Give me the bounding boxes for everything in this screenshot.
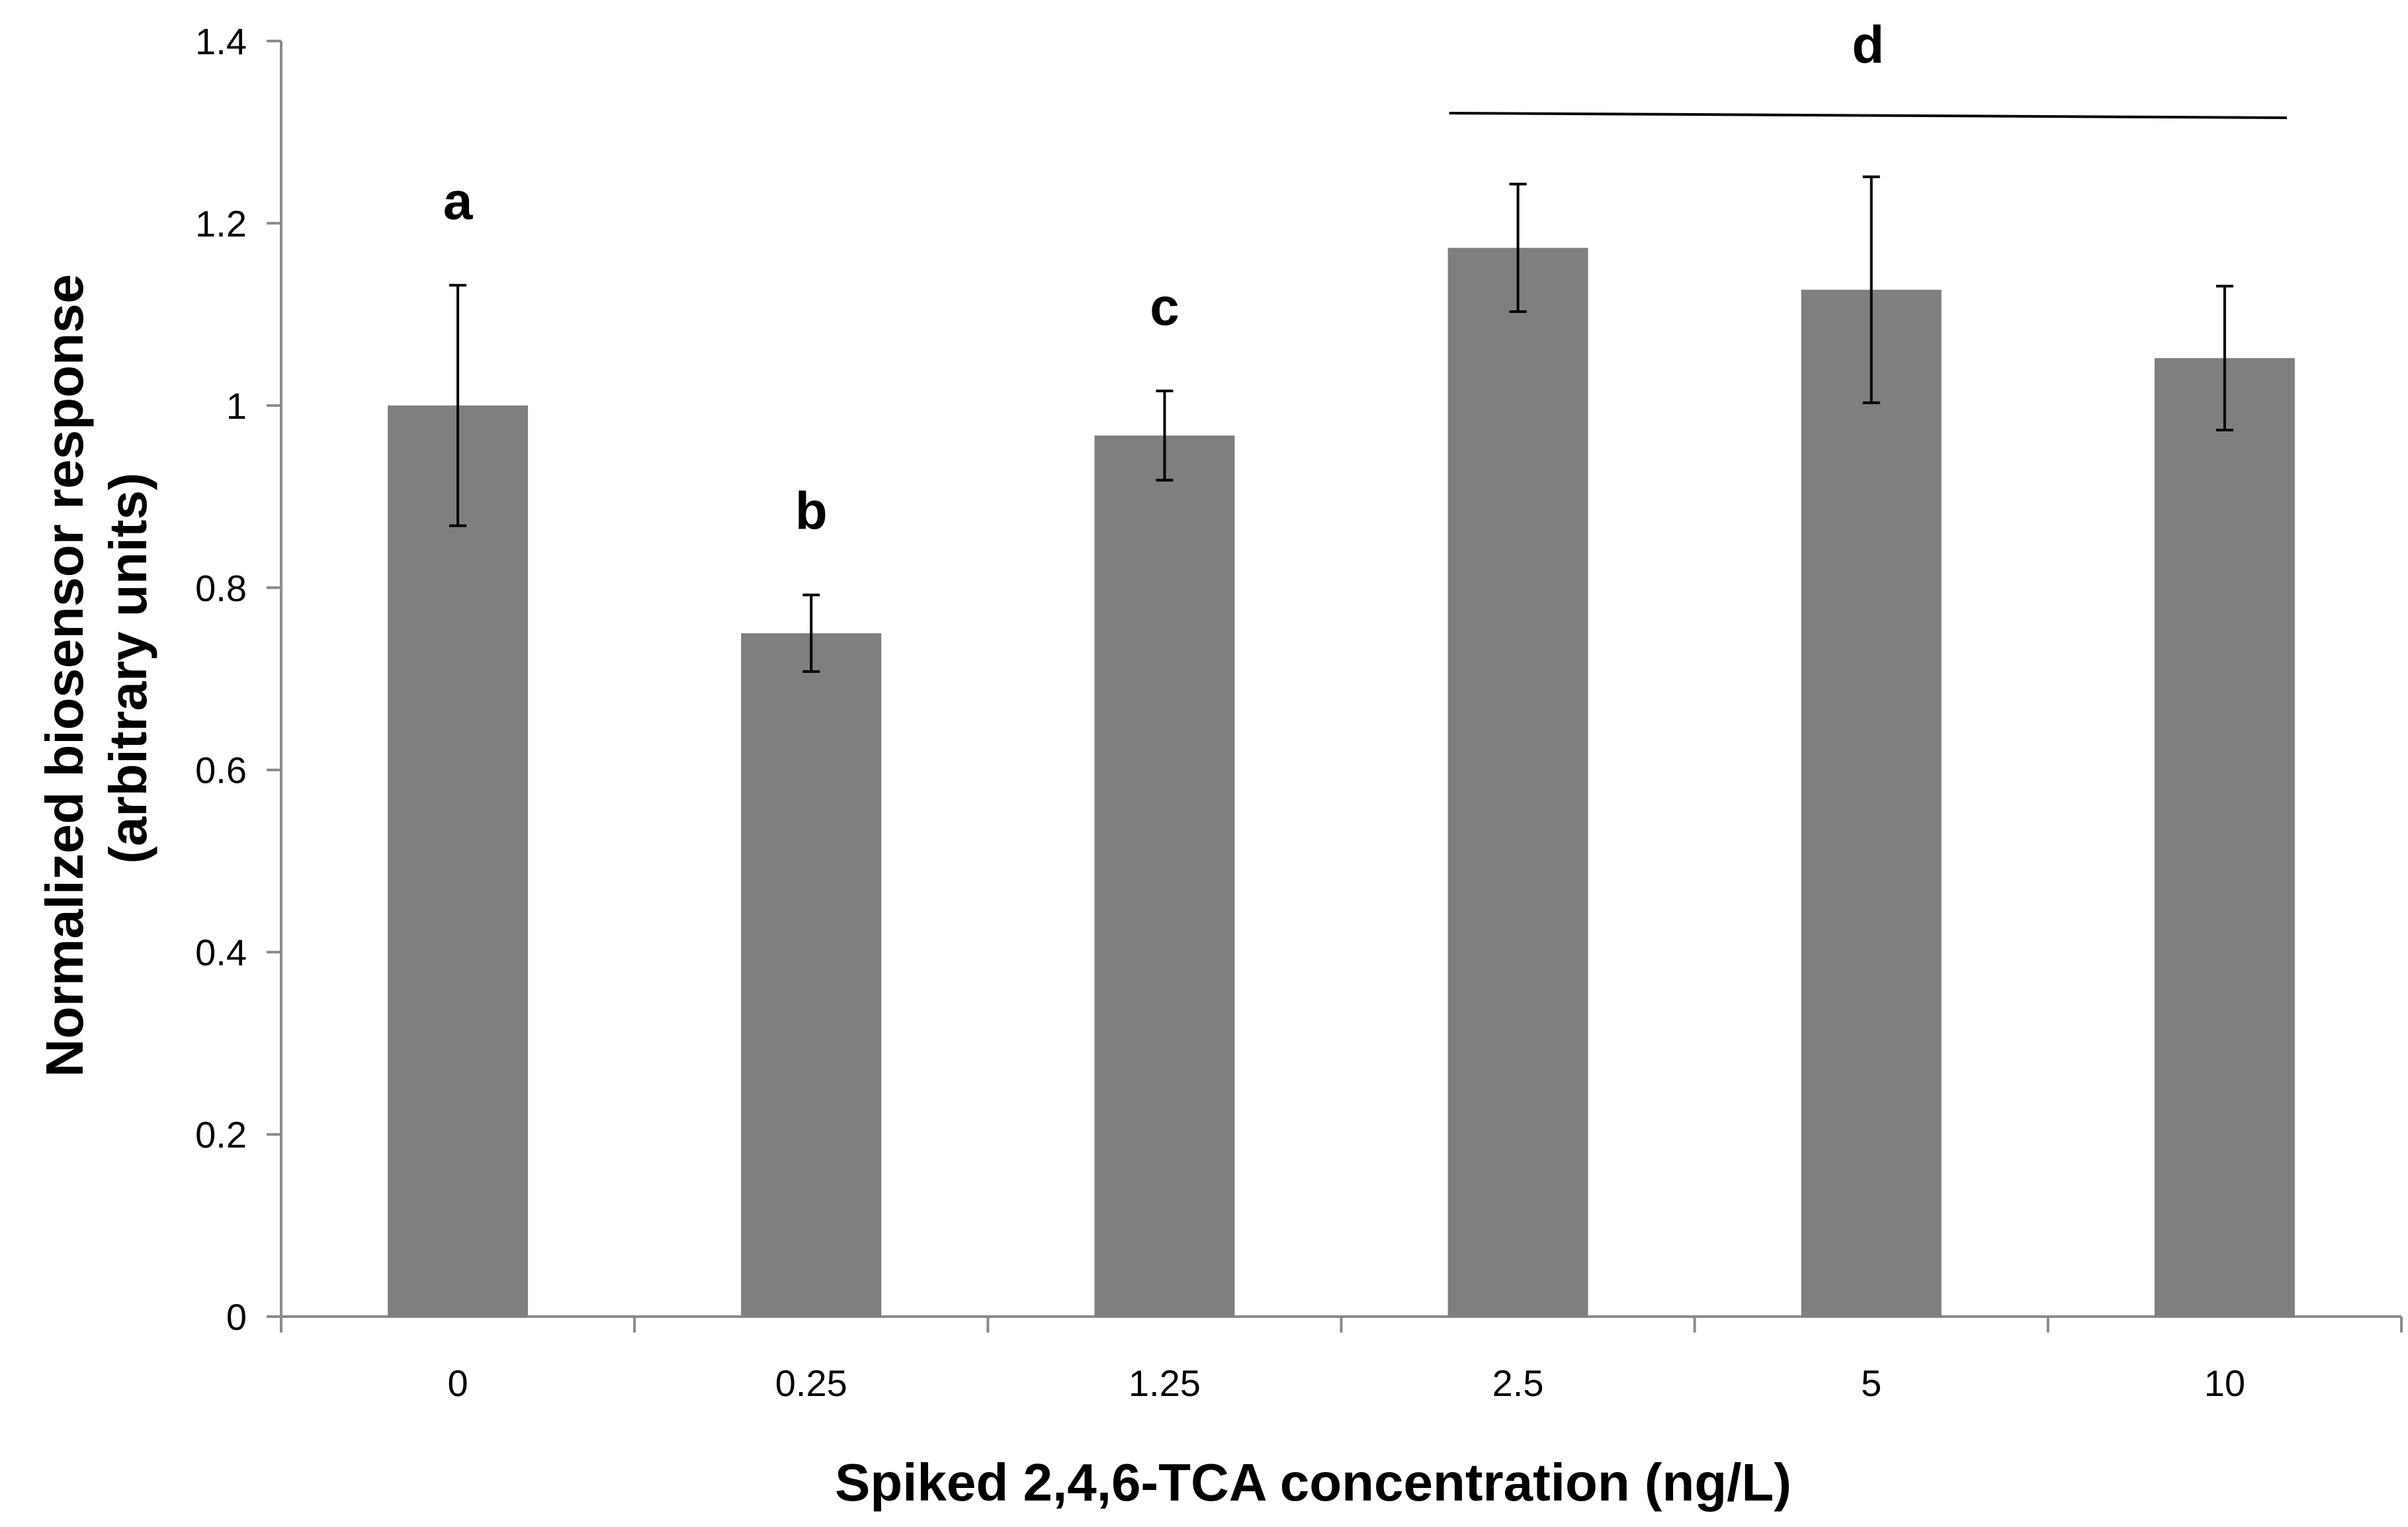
bar xyxy=(1801,289,1942,1317)
significance-label: a xyxy=(443,171,473,230)
bar xyxy=(1094,435,1235,1317)
y-tick-label: 0 xyxy=(226,1296,247,1338)
bars-layer xyxy=(388,247,2295,1317)
labels-layer: 0 0.2 0.4 0.6 0.8 1 1.2 1.4 0 0.25 1.25 2.5 5 10 a b c d xyxy=(195,15,2287,1404)
significance-label: b xyxy=(795,481,828,540)
y-tick-label: 1 xyxy=(226,385,247,427)
significance-label: c xyxy=(1150,277,1180,336)
x-axis-title: Spiked 2,4,6-TCA concentration (ng/L) xyxy=(835,1453,1791,1512)
y-tick-label: 0.4 xyxy=(195,932,247,973)
y-tick-label: 0.8 xyxy=(195,567,247,609)
y-axis-title-line-1: Normalized biosensor response xyxy=(35,274,94,1077)
x-tick-label: 0 xyxy=(448,1362,468,1404)
x-tick-label: 10 xyxy=(2204,1362,2245,1404)
axes xyxy=(267,40,2403,1332)
bar xyxy=(388,405,529,1317)
x-tick-label: 2.5 xyxy=(1492,1362,1544,1404)
bar xyxy=(741,633,882,1317)
bar xyxy=(1447,247,1588,1317)
y-tick-label: 0.2 xyxy=(195,1114,247,1156)
x-tick-label: 0.25 xyxy=(775,1362,847,1404)
y-tick-label: 1.2 xyxy=(195,202,247,244)
x-tick-label: 1.25 xyxy=(1129,1362,1201,1404)
significance-group-label: d xyxy=(1852,15,1884,74)
bar xyxy=(2154,358,2295,1317)
y-tick-label: 1.4 xyxy=(195,21,247,62)
x-tick-label: 5 xyxy=(1861,1362,1881,1404)
error-bars-layer xyxy=(449,175,2233,673)
y-tick-label: 0.6 xyxy=(195,750,247,791)
y-axis-title: Normalized biosensor response (arbitrary… xyxy=(35,259,157,1077)
y-axis-title-line-2: (arbitrary units) xyxy=(99,472,157,863)
significance-group-line xyxy=(1449,112,2287,119)
